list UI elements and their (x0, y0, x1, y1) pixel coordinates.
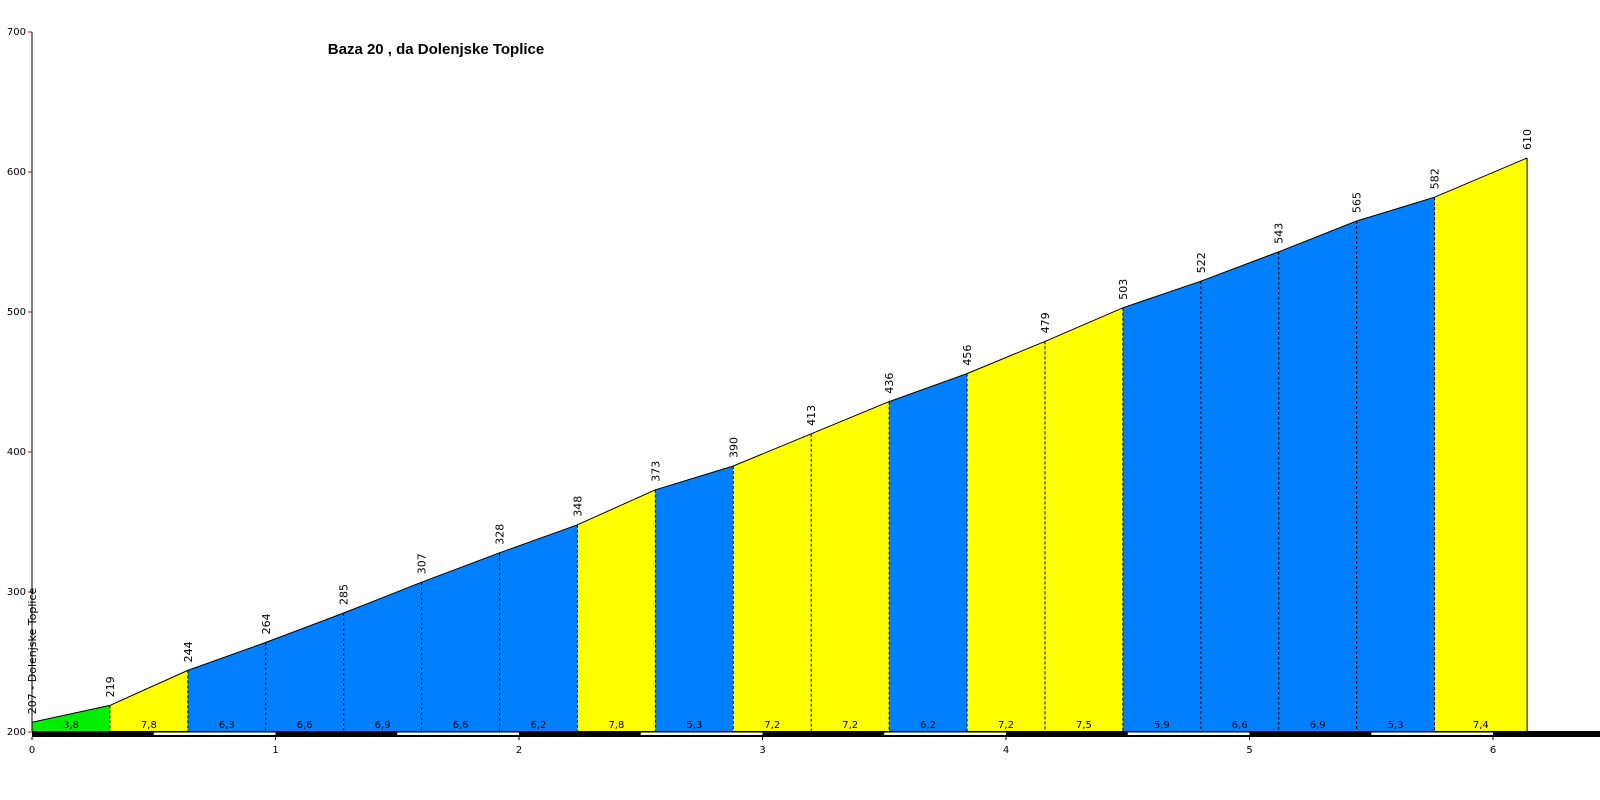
segment-fill (499, 524, 578, 731)
elevation-label: 219 (104, 676, 117, 697)
y-tick-label: 500 (7, 307, 26, 318)
distance-bar-white (640, 732, 763, 735)
distance-bar-white (397, 732, 519, 735)
segment-gradient-label: 3,8 (63, 720, 79, 731)
elevation-label: 503 (1117, 279, 1130, 300)
y-tick-label: 200 (7, 727, 26, 738)
segment-gradient-label: 6,6 (297, 720, 313, 731)
segment-fill (265, 613, 344, 731)
segment-gradient-label: 5,3 (686, 720, 702, 731)
elevation-label: 390 (727, 437, 740, 458)
elevation-label: 436 (883, 373, 896, 394)
segment-gradient-label: 7,2 (842, 720, 858, 731)
segment-gradient-label: 7,8 (141, 720, 157, 731)
y-tick-label: 300 (7, 587, 26, 598)
segment-gradient-label: 6,3 (219, 720, 235, 731)
segment-gradient-label: 7,2 (764, 720, 780, 731)
segment-gradient-label: 5,9 (1154, 720, 1170, 731)
segment-fill (1434, 158, 1528, 731)
elevation-label: 479 (1039, 312, 1052, 333)
elevation-label: 307 (416, 553, 429, 574)
distance-bar-white (1127, 732, 1250, 735)
distance-bar-white (1371, 732, 1493, 735)
segment-fill (1122, 281, 1201, 731)
segment-gradient-label: 5,3 (1388, 720, 1404, 731)
distance-bar-white (884, 732, 1006, 735)
profile-line (31, 157, 1528, 723)
x-tick-label: 2 (516, 745, 522, 756)
elevation-label: 543 (1273, 223, 1286, 244)
segment-fill (343, 582, 422, 731)
elevation-label: 348 (571, 496, 584, 517)
elevation-labels: 207 - Dolenjske Toplice 219 244 264 285 307 32… (26, 129, 1534, 714)
segment-gradient-label: 6,2 (531, 720, 547, 731)
segment-fill (187, 642, 266, 731)
segment-fill (1044, 307, 1123, 731)
segment-gradient-label: 6,9 (375, 720, 391, 731)
y-tick-label: 400 (7, 447, 26, 458)
elevation-label: 264 (260, 613, 273, 634)
y-tick-label: 600 (7, 167, 26, 178)
segment-fill (1356, 197, 1435, 731)
segment-fill (421, 552, 500, 731)
elevation-label: 456 (961, 345, 974, 366)
x-tick-label: 4 (1003, 745, 1009, 756)
segment-fill (655, 466, 734, 731)
segment-gradient-label: 7,4 (1473, 720, 1489, 731)
start-elevation-label: 207 - Dolenjske Toplice (26, 587, 39, 714)
elevation-label: 610 (1521, 129, 1534, 150)
x-tick-label: 3 (759, 745, 765, 756)
segment-fill (577, 489, 656, 731)
segment-fill (811, 401, 890, 731)
elevation-label: 285 (338, 584, 351, 605)
x-tick-label: 0 (29, 745, 35, 756)
chart-title: Baza 20 , da Dolenjske Toplice (328, 41, 544, 58)
x-tick-label: 5 (1246, 745, 1252, 756)
elevation-label: 582 (1429, 168, 1442, 189)
distance-bar-white (153, 732, 276, 735)
segment-fill (733, 433, 812, 731)
segment-fill (1200, 251, 1279, 732)
profile-line-group (31, 157, 1528, 723)
segment-gradient-label: 7,5 (1076, 720, 1092, 731)
segment-gradient-label: 6,2 (920, 720, 936, 731)
gradient-segments: 3,8 7,8 6,3 6,6 6,9 6,6 6,2 7,8 5,3 7,2 7,2 6,2 7,2 7… (32, 158, 1528, 732)
distance-bar-base (32, 731, 1600, 737)
segment-fill (889, 373, 968, 731)
elevation-label: 565 (1351, 192, 1364, 213)
x-tick-label: 1 (272, 745, 278, 756)
elevation-label: 373 (649, 461, 662, 482)
segment-fill (32, 705, 110, 731)
elevation-label: 413 (805, 405, 818, 426)
elevation-label: 244 (182, 641, 195, 662)
segment-fill (1278, 221, 1357, 731)
segment-gradient-label: 6,9 (1310, 720, 1326, 731)
distance-scale-bar (32, 731, 1600, 737)
x-tick-label: 6 (1490, 745, 1496, 756)
segment-gradient-label: 7,2 (998, 720, 1014, 731)
segment-gradient-label: 6,6 (453, 720, 469, 731)
y-tick-label: 700 (7, 27, 26, 38)
segment-gradient-label: 7,8 (608, 720, 624, 731)
elevation-label: 522 (1195, 252, 1208, 273)
segment-fill (967, 341, 1045, 731)
segment-fill (109, 670, 188, 731)
segment-gradient-label: 6,6 (1232, 720, 1248, 731)
elevation-label: 328 (494, 524, 507, 545)
